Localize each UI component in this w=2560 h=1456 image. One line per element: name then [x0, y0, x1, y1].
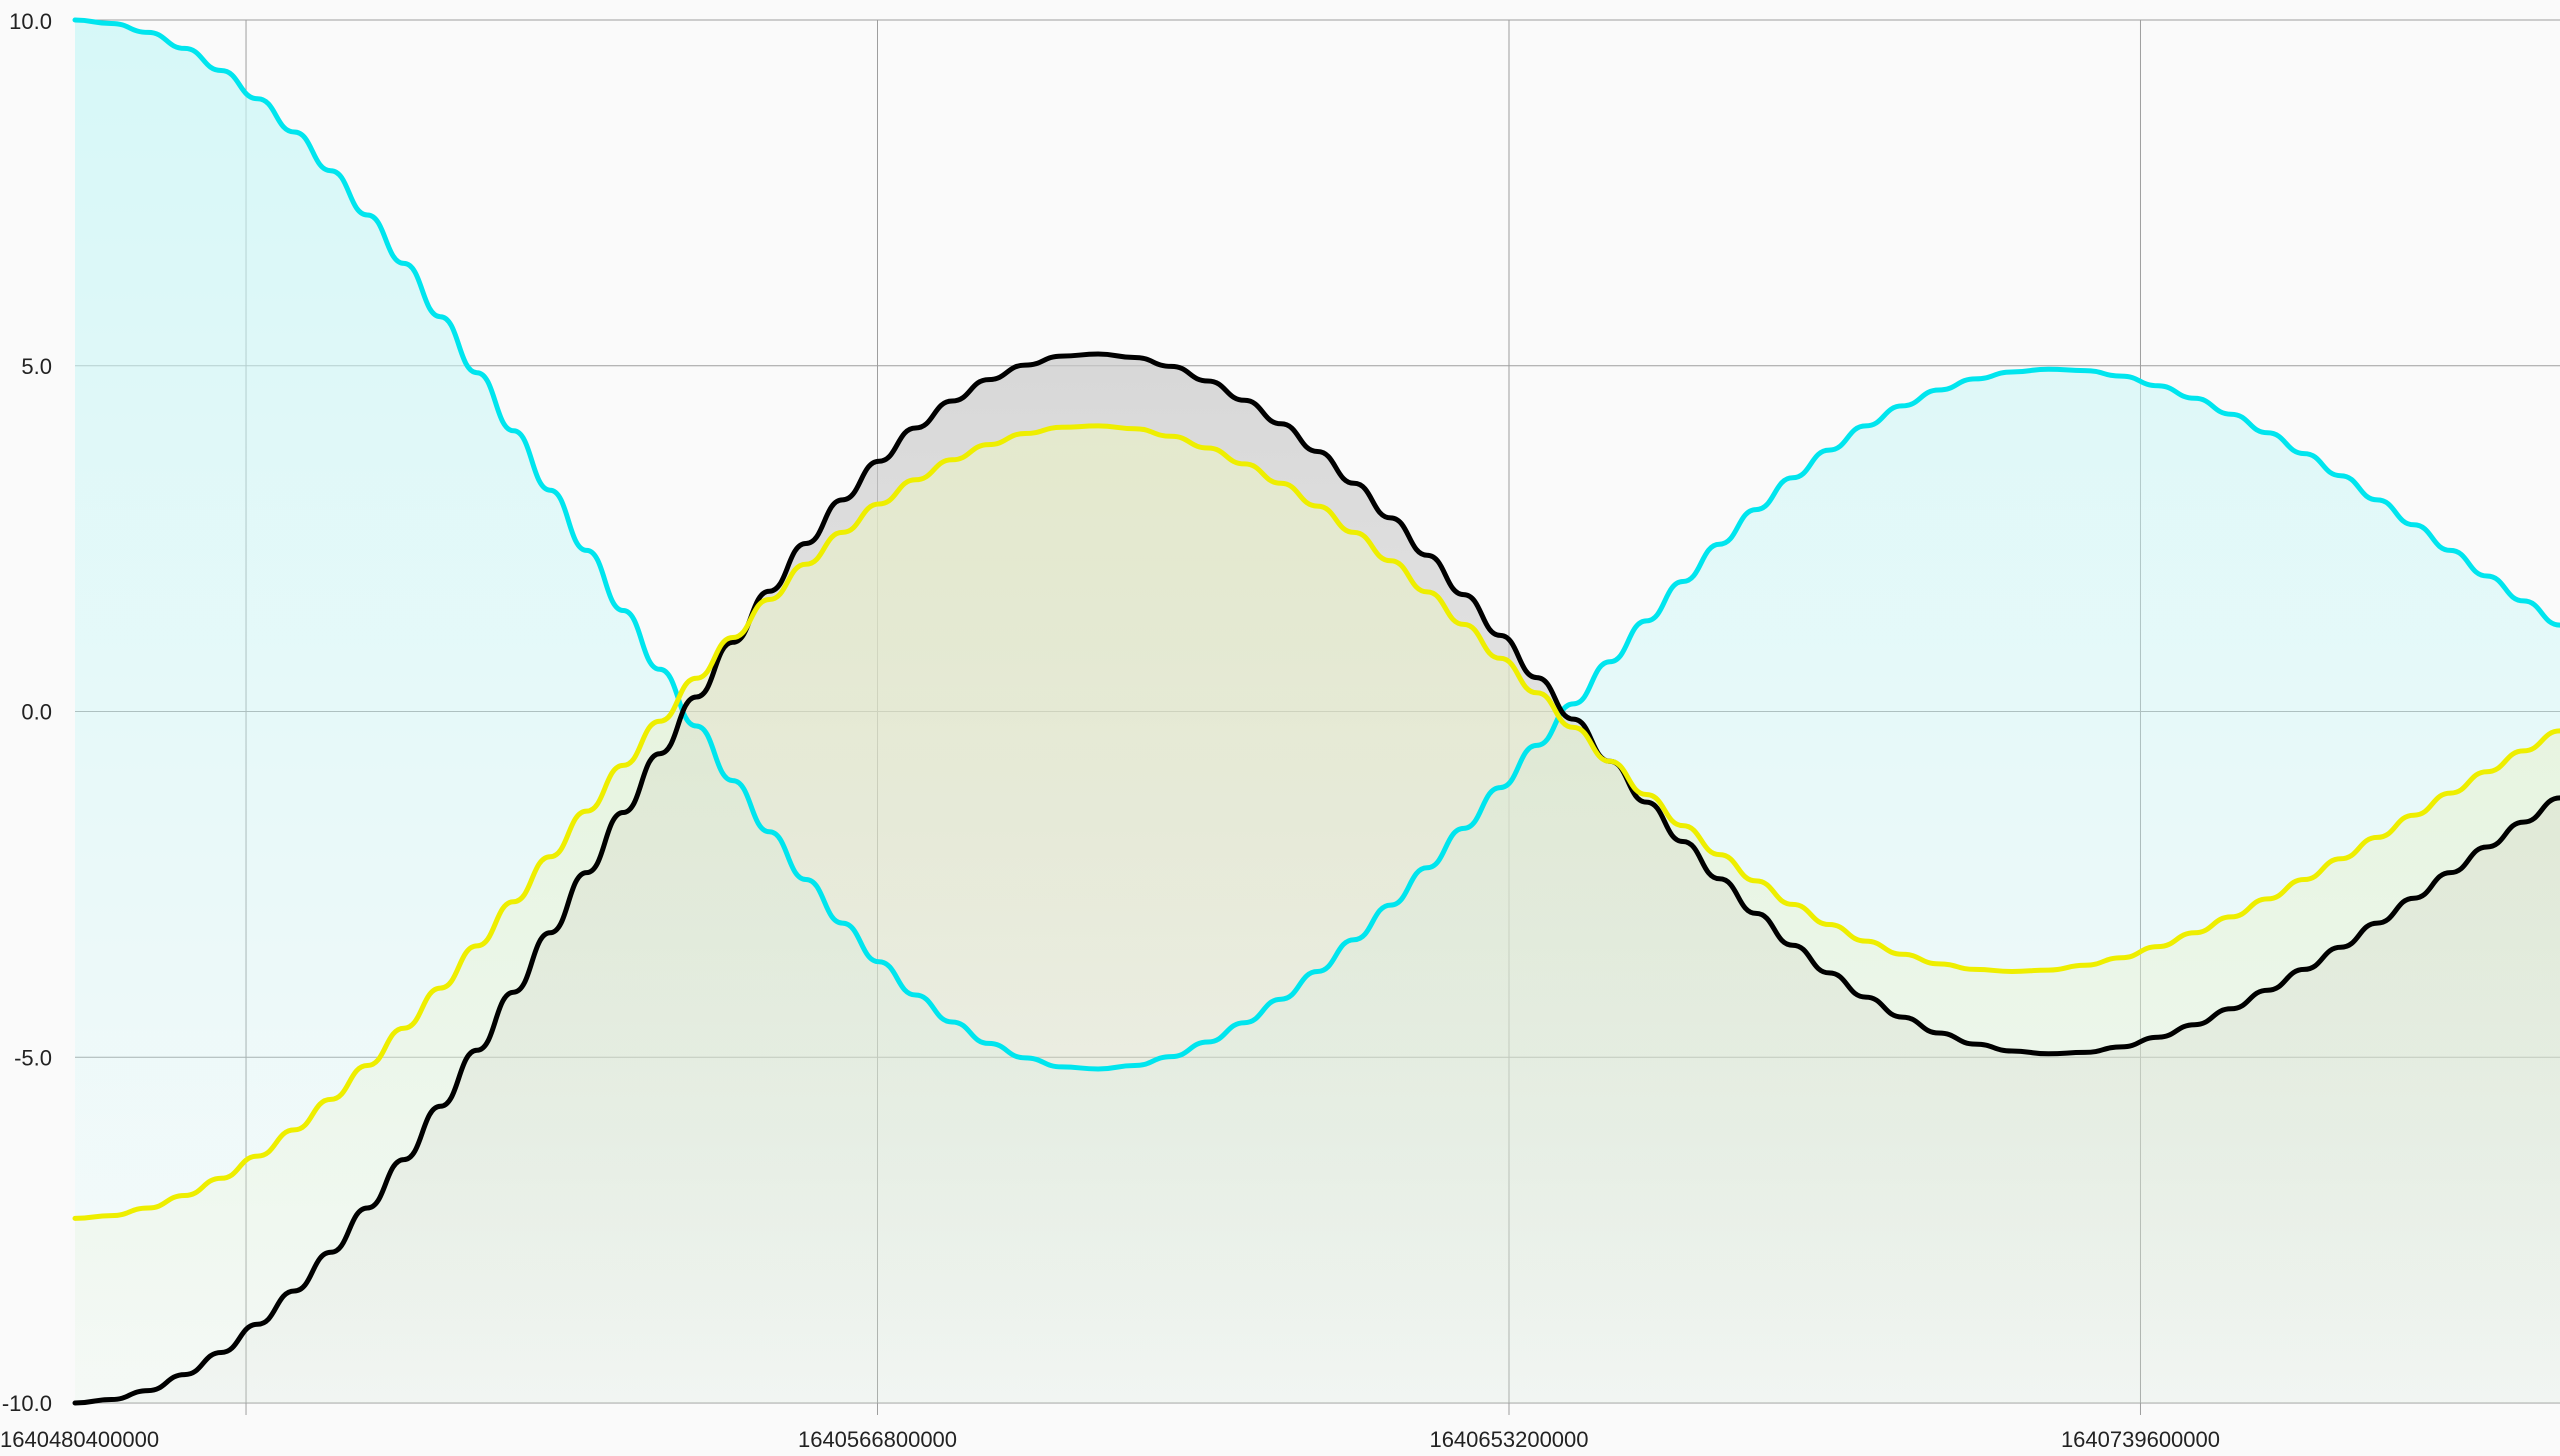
y-tick-label: 10.0: [9, 9, 52, 34]
y-tick-label: 0.0: [21, 700, 52, 725]
x-axis-tick-labels: 1640480400000 1640566800000 1640653200000 1…: [0, 1427, 2220, 1452]
series-lines: [72, 17, 2560, 1406]
x-tick-label: 1640480400000: [0, 1427, 159, 1452]
y-tick-label: -10.0: [2, 1391, 52, 1416]
x-tick-label: 1640566800000: [798, 1427, 957, 1452]
y-tick-label: -5.0: [14, 1045, 52, 1070]
series-1-line: [72, 351, 2560, 1406]
series-fills: [75, 20, 2560, 1403]
y-axis-tick-labels: -10.0 -5.0 0.0 5.0 10.0: [2, 9, 52, 1416]
x-tick-label: 1640653200000: [1429, 1427, 1588, 1452]
x-tick-label: 1640739600000: [2061, 1427, 2220, 1452]
series-2-area: [75, 425, 2560, 1403]
series-0-line: [72, 17, 2560, 1072]
y-tick-label: 5.0: [21, 354, 52, 379]
series-2-line: [72, 423, 2560, 1221]
